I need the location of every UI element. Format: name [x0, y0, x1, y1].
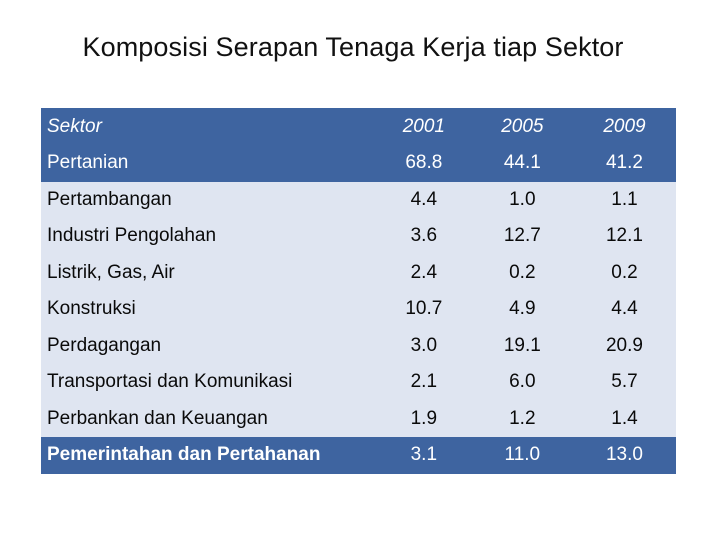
cell-2001: 3.1: [375, 437, 472, 474]
cell-2009: 20.9: [572, 327, 676, 364]
cell-2005: 4.9: [471, 291, 573, 328]
header-2009: 2009: [572, 108, 676, 145]
cell-2001: 10.7: [375, 291, 472, 328]
header-2005: 2005: [471, 108, 573, 145]
table-row: Perdagangan 3.0 19.1 20.9: [41, 327, 676, 364]
cell-sektor: Perbankan dan Keuangan: [41, 400, 376, 437]
cell-2009: 4.4: [572, 291, 676, 328]
cell-2001: 3.0: [375, 327, 472, 364]
cell-2001: 4.4: [375, 181, 472, 218]
cell-2005: 44.1: [471, 145, 573, 182]
table-row: Transportasi dan Komunikasi 2.1 6.0 5.7: [41, 364, 676, 401]
table-row: Pertanian 68.8 44.1 41.2: [41, 145, 676, 182]
cell-2001: 68.8: [375, 145, 472, 182]
table-row: Listrik, Gas, Air 2.4 0.2 0.2: [41, 254, 676, 291]
table-row: Pertambangan 4.4 1.0 1.1: [41, 181, 676, 218]
cell-2001: 3.6: [375, 218, 472, 255]
table-row: Konstruksi 10.7 4.9 4.4: [41, 291, 676, 328]
cell-2009: 1.4: [572, 400, 676, 437]
cell-2005: 1.0: [471, 181, 573, 218]
cell-2009: 5.7: [572, 364, 676, 401]
cell-2005: 1.2: [471, 400, 573, 437]
cell-2005: 12.7: [471, 218, 573, 255]
cell-2009: 13.0: [572, 437, 676, 474]
cell-sektor: Pertambangan: [41, 181, 376, 218]
cell-2009: 0.2: [572, 254, 676, 291]
cell-2001: 1.9: [375, 400, 472, 437]
table-row: Pemerintahan dan Pertahanan 3.1 11.0 13.…: [41, 437, 676, 474]
cell-sektor: Listrik, Gas, Air: [41, 254, 376, 291]
cell-2009: 41.2: [572, 145, 676, 182]
cell-2001: 2.1: [375, 364, 472, 401]
cell-2009: 1.1: [572, 181, 676, 218]
cell-2005: 6.0: [471, 364, 573, 401]
header-2001: 2001: [375, 108, 472, 145]
cell-2009: 12.1: [572, 218, 676, 255]
cell-sektor: Industri Pengolahan: [41, 218, 376, 255]
cell-2005: 11.0: [471, 437, 573, 474]
cell-sektor: Pemerintahan dan Pertahanan: [41, 437, 376, 474]
sector-employment-table: Sektor 2001 2005 2009 Pertanian 68.8 44.…: [41, 108, 676, 474]
table-row: Industri Pengolahan 3.6 12.7 12.1: [41, 218, 676, 255]
table-row: Perbankan dan Keuangan 1.9 1.2 1.4: [41, 400, 676, 437]
header-sektor: Sektor: [41, 108, 376, 145]
cell-2001: 2.4: [375, 254, 472, 291]
cell-sektor: Pertanian: [41, 145, 376, 182]
cell-sektor: Perdagangan: [41, 327, 376, 364]
cell-sektor: Konstruksi: [41, 291, 376, 328]
cell-2005: 0.2: [471, 254, 573, 291]
table-header-row: Sektor 2001 2005 2009: [41, 108, 676, 145]
cell-sektor: Transportasi dan Komunikasi: [41, 364, 376, 401]
cell-2005: 19.1: [471, 327, 573, 364]
page-title: Komposisi Serapan Tenaga Kerja tiap Sekt…: [82, 32, 624, 62]
